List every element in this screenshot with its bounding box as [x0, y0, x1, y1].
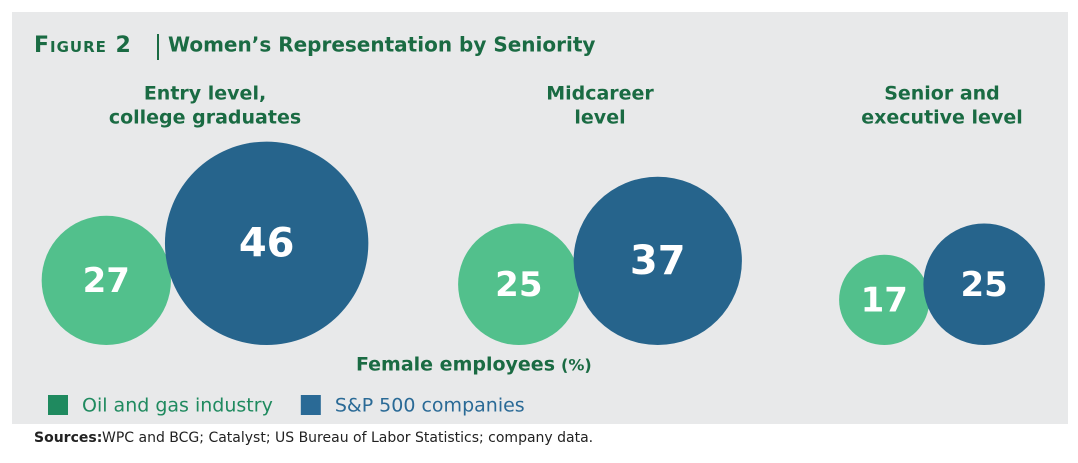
- legend-swatch: [48, 395, 68, 415]
- chart-title: Women’s Representation by Seniority: [168, 33, 595, 57]
- category-label: Senior and: [884, 83, 1000, 105]
- bubble: [164, 141, 369, 345]
- bubble-label: 25: [495, 265, 542, 305]
- category-label: Midcareer: [546, 83, 654, 105]
- bubble-label: 27: [83, 261, 130, 301]
- legend-swatch: [300, 395, 321, 415]
- category-label: level: [574, 107, 625, 129]
- axis-label: Female employees: [356, 354, 555, 376]
- bubble: [41, 215, 171, 345]
- source: WPC and BCG; Catalyst; US Bureau of Labo…: [102, 430, 593, 446]
- bubble: [573, 176, 742, 345]
- legend-label: Oil and gas industry: [82, 395, 273, 417]
- bubble-label: 25: [960, 265, 1007, 305]
- source-label: Sources:: [34, 430, 102, 446]
- bubble: [458, 223, 580, 345]
- axis-unit: (%): [561, 356, 592, 375]
- legend-label: S&P 500 companies: [335, 395, 525, 417]
- figure-label: Figure 2: [34, 33, 132, 58]
- bubble: [839, 254, 930, 345]
- category-label: college graduates: [109, 107, 301, 129]
- bubble-label: 17: [861, 280, 908, 320]
- bubble-label: 37: [630, 238, 686, 284]
- category-label: Entry level,: [144, 83, 266, 105]
- bubble-label: 46: [239, 220, 295, 266]
- category-label: executive level: [861, 107, 1022, 129]
- bubble: [923, 223, 1045, 345]
